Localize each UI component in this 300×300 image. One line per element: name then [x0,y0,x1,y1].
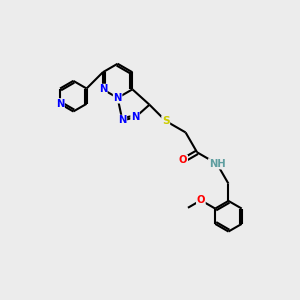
Text: O: O [196,195,205,205]
Text: N: N [131,112,139,122]
Text: N: N [56,99,64,109]
Text: O: O [179,155,188,165]
Text: S: S [162,116,169,126]
Text: N: N [99,84,107,94]
Text: NH: NH [209,159,225,169]
Text: N: N [118,115,127,125]
Text: N: N [113,93,122,103]
